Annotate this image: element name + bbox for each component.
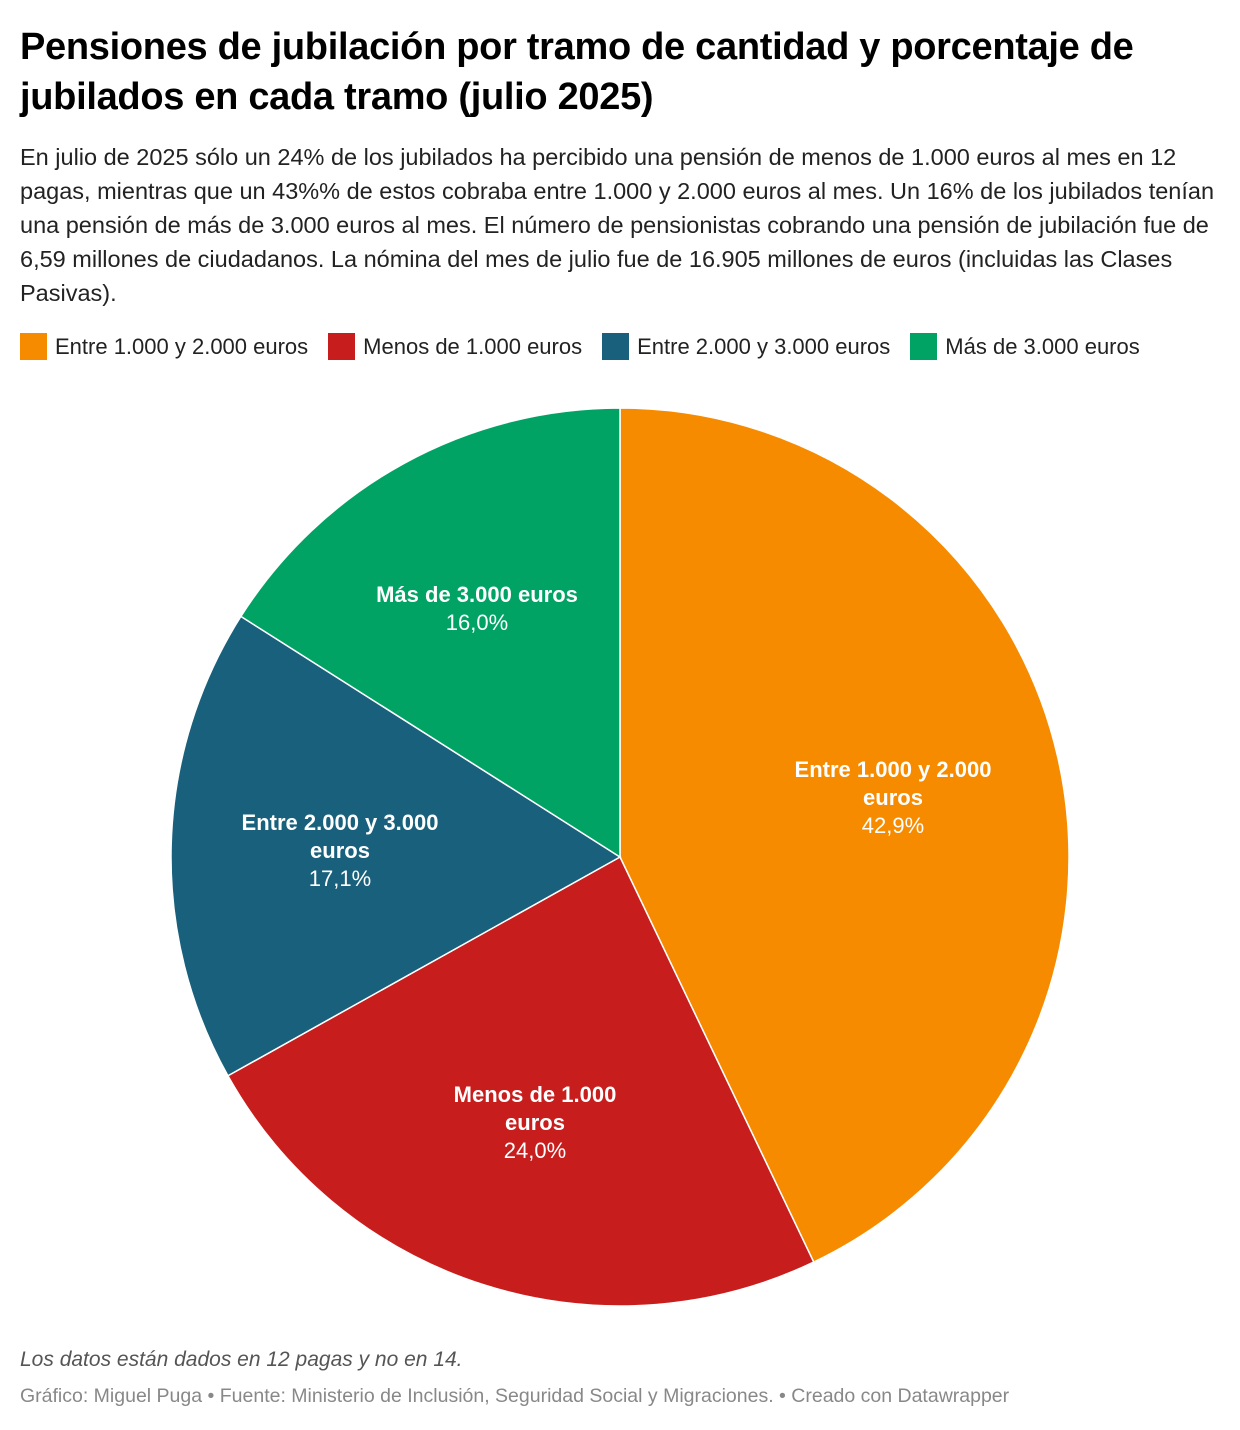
slice-label: euros <box>505 1110 565 1135</box>
pie-slice <box>226 855 815 1307</box>
slice-value-label: 16,0% <box>446 610 508 635</box>
legend-item: Entre 1.000 y 2.000 euros <box>20 333 308 360</box>
slice-value-label: 24,0% <box>504 1138 566 1163</box>
slice-label: Entre 1.000 y 2.000 <box>795 757 992 782</box>
legend-label: Entre 1.000 y 2.000 euros <box>55 333 309 359</box>
legend-label: Más de 3.000 euros <box>945 333 1140 359</box>
slice-label: euros <box>863 785 923 810</box>
legend-swatch-orange <box>20 333 47 360</box>
legend: Entre 1.000 y 2.000 euros Menos de 1.000… <box>20 333 1160 360</box>
slice-label: euros <box>310 838 370 863</box>
legend-item: Menos de 1.000 euros <box>328 333 582 360</box>
legend-label: Menos de 1.000 euros <box>363 333 583 359</box>
legend-swatch-green <box>910 333 938 360</box>
legend-label: Entre 2.000 y 3.000 euros <box>637 333 891 359</box>
chart-credit: Gráfico: Miguel Puga • Fuente: Ministeri… <box>20 1385 1010 1407</box>
slice-value-label: 17,1% <box>309 866 371 891</box>
legend-swatch-red <box>328 333 356 360</box>
legend-swatch-blue <box>602 333 630 360</box>
slice-label: Menos de 1.000 <box>454 1082 617 1107</box>
chart-notes: Los datos están dados en 12 pagas y no e… <box>20 1348 463 1371</box>
chart-subtitle: En julio de 2025 sólo un 24% de los jubi… <box>20 144 1215 306</box>
pie-slice <box>239 407 621 859</box>
pie-slice <box>170 615 622 1077</box>
slice-value-label: 42,9% <box>862 813 924 838</box>
pie-chart: Entre 1.000 y 2.000 euros 42,9% Menos de 1.… <box>170 407 1070 1307</box>
pie-slice <box>619 407 1070 1264</box>
chart-title: Pensiones de jubilación por tramo de can… <box>20 26 1134 118</box>
slice-label: Más de 3.000 euros <box>376 582 578 607</box>
slice-label: Entre 2.000 y 3.000 <box>242 810 439 835</box>
legend-item: Entre 2.000 y 3.000 euros <box>602 333 890 360</box>
legend-item: Más de 3.000 euros <box>910 333 1140 360</box>
